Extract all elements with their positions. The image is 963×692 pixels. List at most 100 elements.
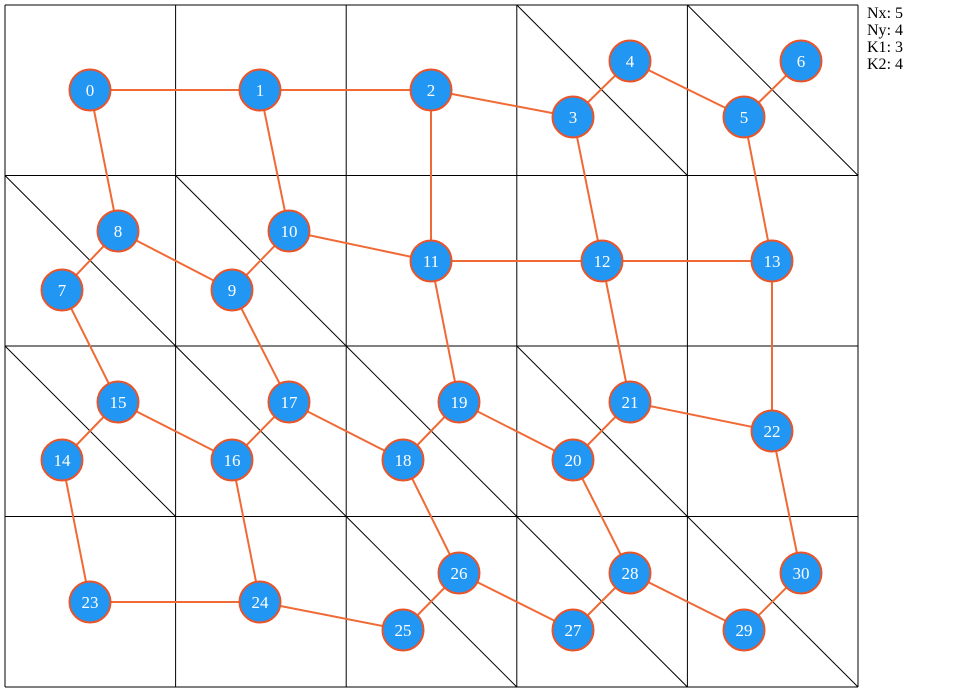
node-7: 7 xyxy=(40,268,84,312)
node-12: 12 xyxy=(580,239,624,283)
node-circle xyxy=(409,239,453,283)
node-label: 5 xyxy=(740,108,749,127)
edge-5-13 xyxy=(743,116,773,262)
edge-11-19 xyxy=(430,260,460,403)
node-circle xyxy=(96,209,140,253)
node-21: 21 xyxy=(608,380,652,424)
node-27: 27 xyxy=(551,608,595,652)
legend-label: K2 xyxy=(867,56,887,73)
node-23: 23 xyxy=(68,580,112,624)
cell-diagonal xyxy=(687,4,859,176)
node-circle xyxy=(750,239,794,283)
edge-0-8 xyxy=(89,89,119,232)
legend-row-ny: Ny: 4 xyxy=(867,22,904,39)
node-circle xyxy=(96,380,140,424)
node-label: 20 xyxy=(565,451,582,470)
node-15: 15 xyxy=(96,380,140,424)
edge-3-12 xyxy=(572,116,603,262)
node-label: 4 xyxy=(626,52,635,71)
node-8: 8 xyxy=(96,209,140,253)
node-label: 17 xyxy=(281,393,299,412)
node-circle xyxy=(238,68,282,112)
node-circle xyxy=(608,380,652,424)
parameter-legend: Nx: 5 Ny: 4 K1: 3 K2: 4 xyxy=(867,5,903,73)
node-22: 22 xyxy=(750,409,794,453)
node-circle xyxy=(409,68,453,112)
node-label: 26 xyxy=(451,564,468,583)
edge-2-3 xyxy=(430,89,574,118)
node-label: 14 xyxy=(54,451,72,470)
edge-10-11 xyxy=(288,230,432,262)
node-circle xyxy=(267,380,311,424)
node-circle xyxy=(40,268,84,312)
legend-row-nx: Nx: 5 xyxy=(867,5,904,22)
node-label: 13 xyxy=(764,252,781,271)
node-circle xyxy=(68,580,112,624)
node-label: 15 xyxy=(110,393,127,412)
node-25: 25 xyxy=(381,608,425,652)
legend-label: Ny xyxy=(867,22,887,39)
node-label: 19 xyxy=(451,393,468,412)
edge-16-24 xyxy=(231,459,261,603)
node-circle xyxy=(551,438,595,482)
node-circle xyxy=(580,239,624,283)
node-20: 20 xyxy=(551,438,595,482)
edge-21-22 xyxy=(629,401,773,432)
node-circle xyxy=(779,551,823,595)
node-circle xyxy=(381,438,425,482)
node-18: 18 xyxy=(381,438,425,482)
edge-12-21 xyxy=(601,260,631,403)
edge-1-10 xyxy=(259,89,290,232)
legend-label: K1 xyxy=(867,39,887,56)
node-label: 12 xyxy=(594,252,611,271)
node-label: 2 xyxy=(427,81,436,100)
node-circle xyxy=(608,39,652,83)
node-24: 24 xyxy=(238,580,282,624)
node-label: 10 xyxy=(281,222,298,241)
node-label: 9 xyxy=(228,281,237,300)
node-label: 27 xyxy=(565,621,583,640)
legend-label: Nx xyxy=(867,5,887,22)
node-label: 24 xyxy=(252,593,270,612)
legend-value: 4 xyxy=(895,56,904,73)
node-label: 8 xyxy=(114,222,123,241)
node-13: 13 xyxy=(750,239,794,283)
node-circle xyxy=(40,438,84,482)
node-label: 28 xyxy=(622,564,639,583)
node-circle xyxy=(210,268,254,312)
node-6: 6 xyxy=(779,39,823,83)
node-circle xyxy=(779,39,823,83)
legend-row-k1: K1: 3 xyxy=(867,39,904,56)
node-1: 1 xyxy=(238,68,282,112)
node-label: 23 xyxy=(82,593,99,612)
node-14: 14 xyxy=(40,438,84,482)
node-2: 2 xyxy=(409,68,453,112)
node-29: 29 xyxy=(722,608,766,652)
node-label: 22 xyxy=(764,422,781,441)
edge-22-30 xyxy=(771,430,802,574)
node-circle xyxy=(68,68,112,112)
node-circle xyxy=(437,380,481,424)
node-circle xyxy=(750,409,794,453)
node-circle xyxy=(722,608,766,652)
legend-row-k2: K2: 4 xyxy=(867,56,904,73)
node-label: 18 xyxy=(395,451,412,470)
node-26: 26 xyxy=(437,551,481,595)
legend-value: 4 xyxy=(895,22,904,39)
node-circle xyxy=(238,580,282,624)
node-3: 3 xyxy=(551,95,595,139)
node-label: 7 xyxy=(58,281,67,300)
node-circle xyxy=(381,608,425,652)
node-label: 1 xyxy=(256,81,265,100)
node-label: 30 xyxy=(793,564,810,583)
node-5: 5 xyxy=(722,95,766,139)
node-17: 17 xyxy=(267,380,311,424)
node-circle xyxy=(551,95,595,139)
node-label: 16 xyxy=(224,451,241,470)
node-circle xyxy=(267,209,311,253)
edge-14-23 xyxy=(61,459,91,603)
node-label: 3 xyxy=(569,108,578,127)
legend-value: 5 xyxy=(895,5,904,22)
